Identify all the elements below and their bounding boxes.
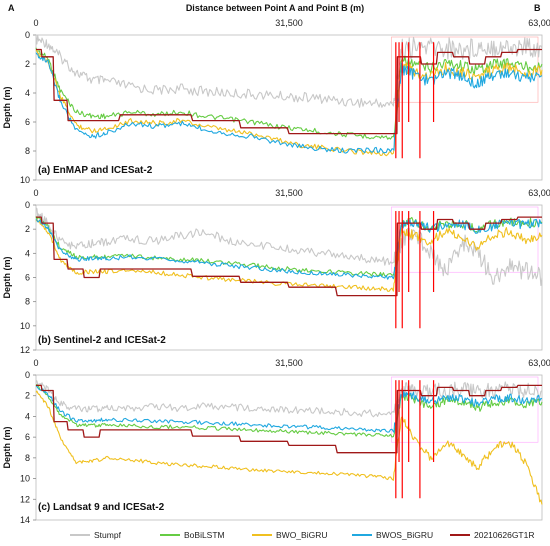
y-tick-label: 2 xyxy=(25,391,30,401)
plot-frame xyxy=(35,34,543,181)
panel-label: (b) Sentinel-2 and ICESat-2 xyxy=(38,335,166,346)
series-line-stumpf xyxy=(35,34,543,108)
y-tick-label: 4 xyxy=(25,88,30,98)
y-tick-label: 6 xyxy=(25,273,30,283)
series-line-bobilstm xyxy=(35,384,543,438)
panels-group: 0 31,500 63,000 0 2 4 6 8 10 Depth (m) (a) EnMAP a… xyxy=(2,18,550,525)
point-a-label: A xyxy=(8,3,15,13)
legend-entry: 20210626GT1R xyxy=(474,530,535,540)
legend-entry: BWO_BiGRU xyxy=(276,530,327,540)
x-tick-label: 0 xyxy=(33,358,38,368)
y-tick-label: 4 xyxy=(25,411,30,421)
y-tick-label: 6 xyxy=(25,432,30,442)
legend-entry: Stumpf xyxy=(94,530,122,540)
y-axis-title: Depth (m) xyxy=(2,257,12,299)
series-line-bwos-bigru xyxy=(35,218,543,280)
point-b-label: B xyxy=(534,3,541,13)
y-tick-label: 0 xyxy=(25,370,30,380)
series-line-20210626gt1r xyxy=(36,216,542,297)
y-tick-label: 6 xyxy=(25,117,30,127)
y-tick-label: 2 xyxy=(25,224,30,234)
top-axis-title: Distance between Point A and Point B (m) xyxy=(186,3,364,13)
series-line-20210626gt1r xyxy=(36,384,542,454)
series-line-bwos-bigru xyxy=(35,52,543,154)
y-tick-label: 4 xyxy=(25,248,30,258)
y-tick-label: 8 xyxy=(25,453,30,463)
y-tick-label: 8 xyxy=(25,297,30,307)
panel-label: (a) EnMAP and ICESat-2 xyxy=(38,165,153,176)
x-tick-label: 31,500 xyxy=(275,18,303,28)
y-tick-label: 10 xyxy=(20,474,30,484)
legend-entry: BoBiLSTM xyxy=(184,530,225,540)
legend-entry: BWOS_BiGRU xyxy=(376,530,433,540)
y-tick-label: 8 xyxy=(25,146,30,156)
y-tick-label: 10 xyxy=(20,321,30,331)
y-tick-label: 10 xyxy=(20,175,30,185)
series-line-bobilstm xyxy=(35,47,543,140)
series-line-bwo-bigru xyxy=(35,218,543,292)
panel-1: 0 31,500 63,000 0 2 4 6 8 10 Depth (m) (a) EnMAP a… xyxy=(2,18,550,185)
shallow-zone-highlight xyxy=(391,376,539,443)
y-tick-label: 12 xyxy=(20,345,30,355)
x-tick-label: 31,500 xyxy=(275,358,303,368)
series-line-bwos-bigru xyxy=(35,385,543,433)
series-line-bwo-bigru xyxy=(35,390,543,505)
y-tick-label: 12 xyxy=(20,494,30,504)
legend: Stumpf BoBiLSTM BWO_BiGRU BWOS_BiGRU 2021062… xyxy=(70,530,535,540)
y-tick-label: 0 xyxy=(25,200,30,210)
x-tick-label: 0 xyxy=(33,188,38,198)
panel-label: (c) Landsat 9 and ICESat-2 xyxy=(38,502,165,513)
panel-3: 0 31,500 63,000 0 2 4 6 8 10 12 14 Depth (m) (c) Lan… xyxy=(2,358,550,525)
y-axis-title: Depth (m) xyxy=(2,87,12,129)
panel-2: 0 31,500 63,000 0 2 4 6 8 10 12 Depth (m) (b) Senti… xyxy=(2,188,550,355)
x-tick-label: 0 xyxy=(33,18,38,28)
plot-frame xyxy=(35,374,543,521)
series-line-bwo-bigru xyxy=(35,49,543,157)
series-line-stumpf xyxy=(35,207,543,286)
x-tick-label: 63,000 xyxy=(528,18,550,28)
series-line-20210626gt1r xyxy=(36,48,542,135)
x-tick-label: 31,500 xyxy=(275,188,303,198)
y-tick-label: 14 xyxy=(20,515,30,525)
series-line-stumpf xyxy=(35,379,543,418)
y-tick-label: 2 xyxy=(25,59,30,69)
y-tick-label: 0 xyxy=(25,30,30,40)
x-tick-label: 63,000 xyxy=(528,188,550,198)
y-axis-title: Depth (m) xyxy=(2,427,12,469)
x-tick-label: 63,000 xyxy=(528,358,550,368)
